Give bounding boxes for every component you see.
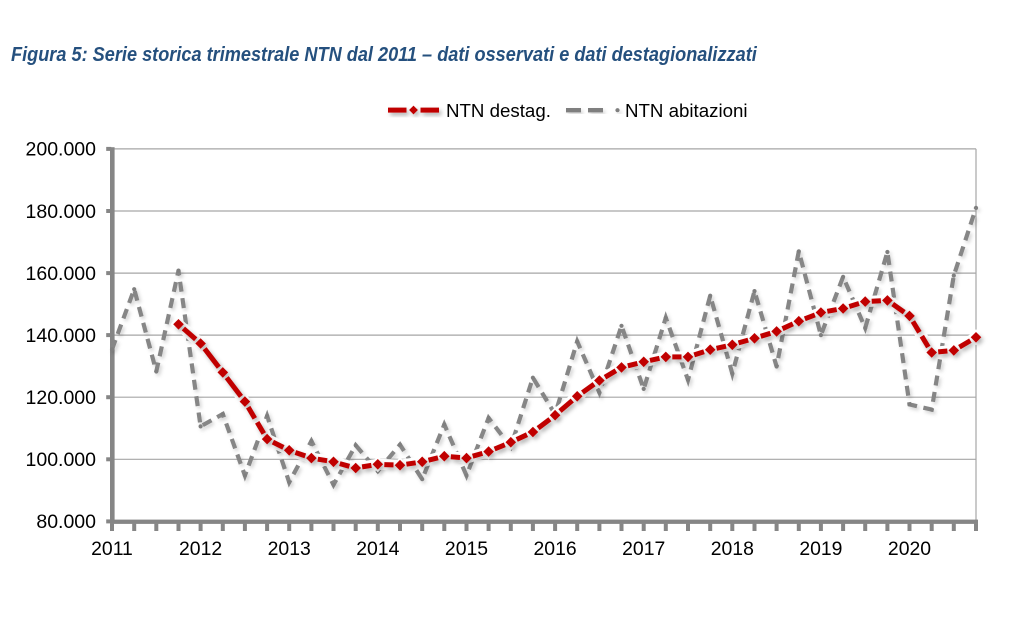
svg-text:NTN abitazioni: NTN abitazioni xyxy=(625,100,748,121)
svg-text:200.000: 200.000 xyxy=(26,139,97,161)
svg-text:2015: 2015 xyxy=(445,538,488,560)
svg-text:2018: 2018 xyxy=(711,538,754,560)
svg-text:2016: 2016 xyxy=(534,538,577,560)
svg-text:NTN destag.: NTN destag. xyxy=(446,100,551,121)
svg-text:140.000: 140.000 xyxy=(26,325,97,347)
svg-text:80.000: 80.000 xyxy=(36,511,96,533)
svg-text:2011: 2011 xyxy=(91,538,133,560)
svg-text:2012: 2012 xyxy=(179,538,222,560)
svg-text:2013: 2013 xyxy=(268,538,311,560)
svg-text:2020: 2020 xyxy=(888,538,931,560)
svg-text:120.000: 120.000 xyxy=(26,387,97,409)
svg-text:2017: 2017 xyxy=(622,538,665,560)
svg-text:160.000: 160.000 xyxy=(26,263,97,285)
svg-text:180.000: 180.000 xyxy=(26,201,97,223)
svg-text:2014: 2014 xyxy=(356,538,399,560)
svg-text:100.000: 100.000 xyxy=(26,449,97,471)
svg-text:2019: 2019 xyxy=(799,538,842,560)
